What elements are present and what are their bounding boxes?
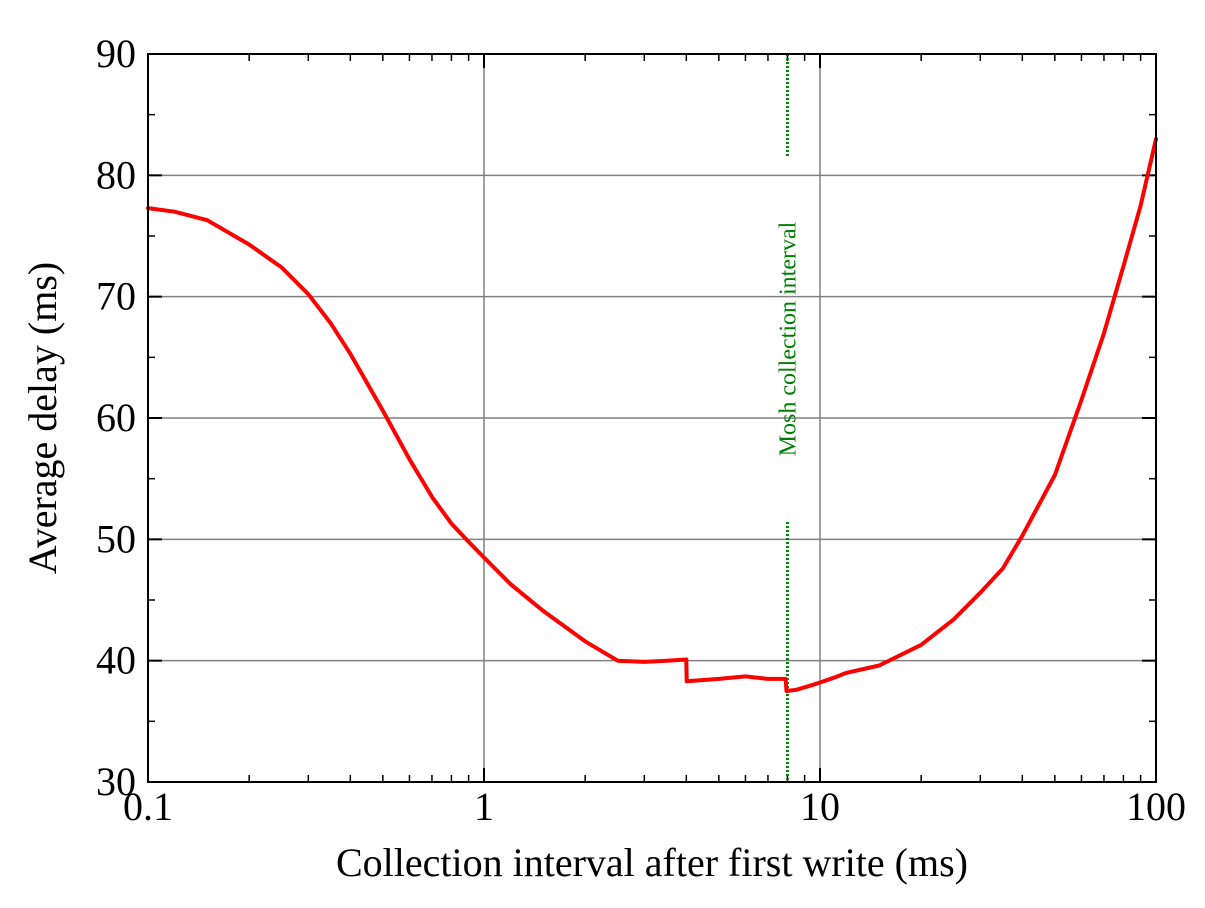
x-axis-title: Collection interval after first write (m…: [336, 840, 968, 885]
x-tick-label: 100: [1126, 784, 1186, 829]
y-tick-label: 50: [96, 516, 136, 561]
x-tick-label: 10: [800, 784, 840, 829]
annotation-label: Mosh collection interval: [775, 221, 801, 456]
ticks: [147, 53, 1157, 783]
y-axis-title: Average delay (ms): [20, 262, 65, 574]
y-tick-label: 80: [96, 152, 136, 197]
y-tick-label: 30: [96, 759, 136, 804]
y-tick-label: 40: [96, 638, 136, 683]
x-tick-label: 1: [474, 784, 494, 829]
gridlines: [148, 54, 1156, 782]
y-tick-label: 70: [96, 274, 136, 319]
series-line: [146, 136, 1158, 693]
tick-labels: 30 40 50 60 70 80 90 0.1 1 10 100: [96, 31, 1186, 829]
data-layer: [146, 136, 1158, 693]
y-tick-label: 90: [96, 31, 136, 76]
y-tick-label: 60: [96, 395, 136, 440]
annotation-layer: Mosh collection interval: [775, 54, 801, 782]
x-tick-label: 0.1: [123, 784, 173, 829]
plot-frame: [147, 53, 1157, 783]
